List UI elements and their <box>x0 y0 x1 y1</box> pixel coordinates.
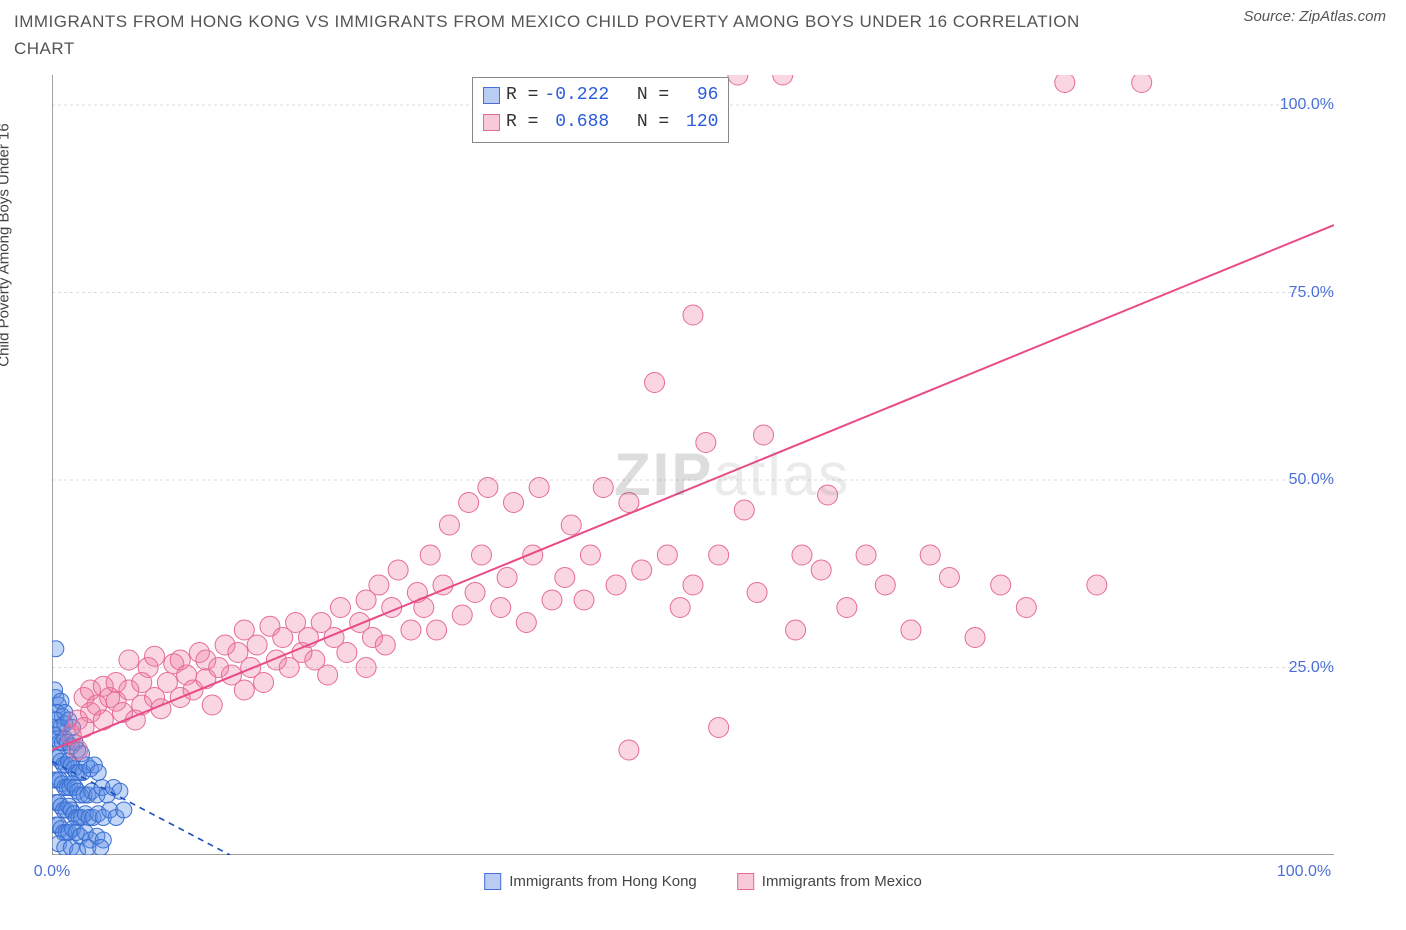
legend-swatch <box>484 873 501 890</box>
legend-item: Immigrants from Mexico <box>737 873 922 890</box>
y-tick-label: 25.0% <box>1289 659 1334 677</box>
chart-title: IMMIGRANTS FROM HONG KONG VS IMMIGRANTS … <box>14 8 1104 62</box>
y-tick-label: 75.0% <box>1289 284 1334 302</box>
legend-label: Immigrants from Mexico <box>762 873 922 890</box>
stats-swatch <box>483 87 500 104</box>
y-tick-label: 100.0% <box>1280 96 1334 114</box>
legend-label: Immigrants from Hong Kong <box>509 873 697 890</box>
x-tick-right: 100.0% <box>1277 863 1331 881</box>
x-tick-zero: 0.0% <box>34 863 70 881</box>
stats-swatch <box>483 114 500 131</box>
scatter-plot <box>52 75 1334 855</box>
stats-row: R = -0.222 N = 96 <box>483 82 718 109</box>
stats-legend: R = -0.222 N = 96 R = 0.688 N = 120 <box>472 77 729 143</box>
legend-item: Immigrants from Hong Kong <box>484 873 697 890</box>
chart-container: Child Poverty Among Boys Under 16 ZIPatl… <box>14 70 1392 890</box>
stats-row: R = 0.688 N = 120 <box>483 109 718 136</box>
y-axis-label: Child Poverty Among Boys Under 16 <box>0 123 13 366</box>
source-label: Source: ZipAtlas.com <box>1243 8 1386 25</box>
y-tick-label: 50.0% <box>1289 471 1334 489</box>
legend-swatch <box>737 873 754 890</box>
legend: Immigrants from Hong Kong Immigrants from… <box>484 873 922 890</box>
